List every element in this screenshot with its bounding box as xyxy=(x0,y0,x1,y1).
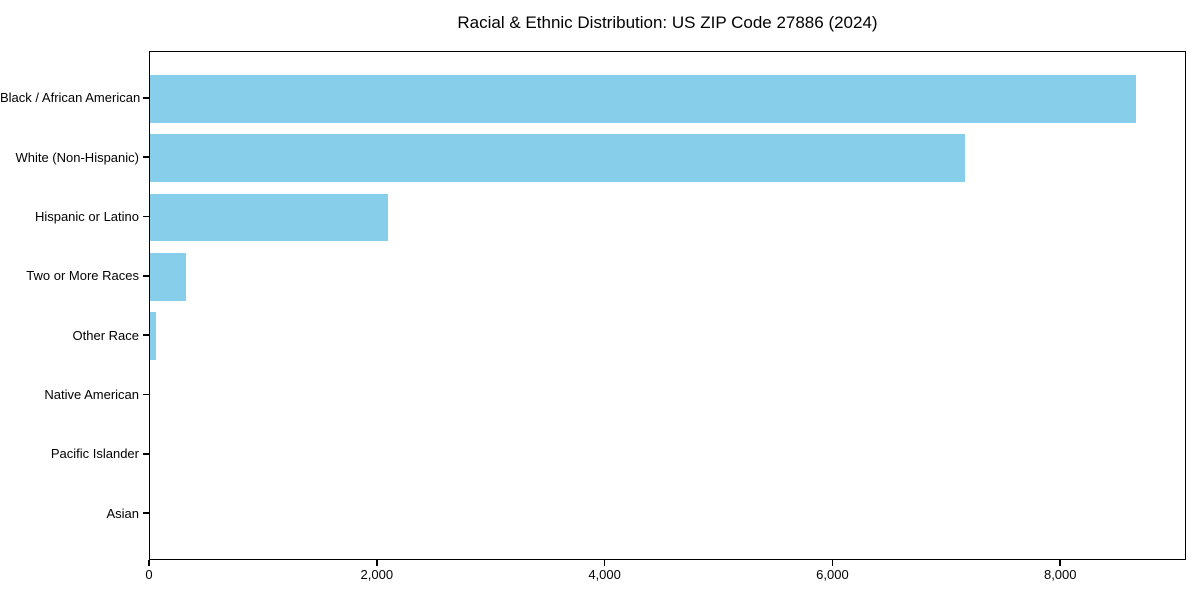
bar xyxy=(150,193,388,242)
x-axis-tick-label: 4,000 xyxy=(588,567,621,582)
y-axis-label: Pacific Islander xyxy=(50,446,139,462)
bar xyxy=(150,312,156,360)
y-tick xyxy=(143,453,149,455)
x-axis-tick-label: 8,000 xyxy=(1043,567,1077,582)
y-axis-label: Asian xyxy=(106,505,139,521)
y-tick xyxy=(143,97,149,99)
y-axis-label: Hispanic or Latino xyxy=(34,209,139,225)
bar xyxy=(150,253,187,301)
x-tick xyxy=(148,560,150,566)
y-axis-label: White (Non-Hispanic) xyxy=(15,149,139,165)
y-tick xyxy=(143,512,149,514)
plot-area xyxy=(149,51,1186,560)
x-axis-tick-label: 0 xyxy=(145,567,153,582)
y-tick xyxy=(143,156,149,158)
y-tick xyxy=(143,393,149,396)
y-axis-label: Native American xyxy=(44,387,139,403)
x-axis-tick-label: 2,000 xyxy=(360,567,394,582)
y-tick xyxy=(143,275,149,277)
y-axis-label: Two or More Races xyxy=(26,268,139,284)
y-tick xyxy=(143,215,149,218)
x-tick xyxy=(376,560,378,566)
bar xyxy=(150,134,966,182)
y-tick xyxy=(143,334,149,336)
chart-title: Racial & Ethnic Distribution: US ZIP Cod… xyxy=(457,13,878,32)
bar xyxy=(150,75,1136,123)
x-axis-tick-label: 6,000 xyxy=(816,567,849,582)
x-tick xyxy=(831,560,834,566)
x-tick xyxy=(603,560,606,566)
x-tick xyxy=(1059,560,1061,566)
y-axis-label: Black / African American xyxy=(0,90,141,106)
y-axis-label: Other Race xyxy=(72,327,139,343)
